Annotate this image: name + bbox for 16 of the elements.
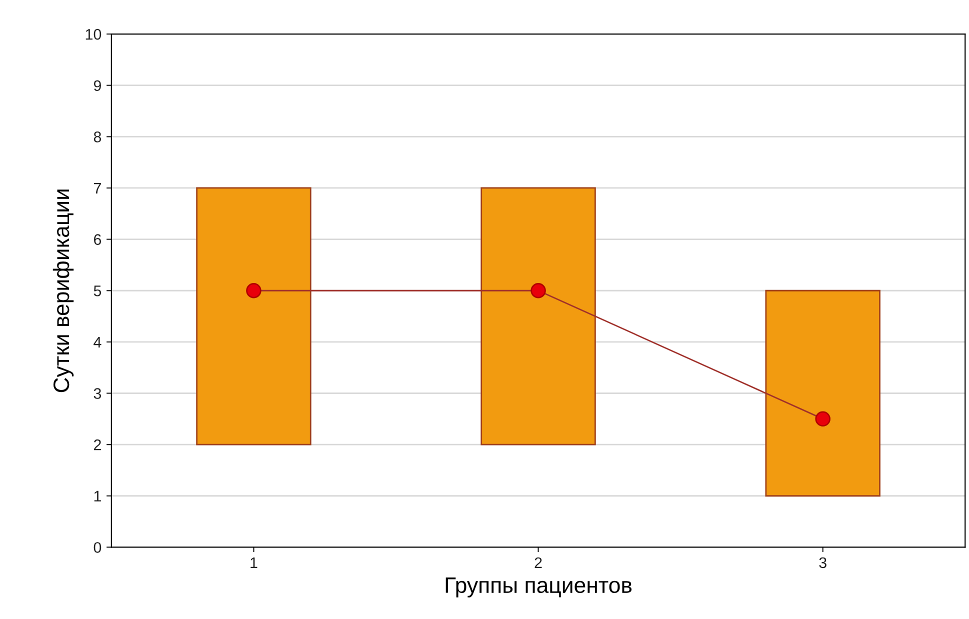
y-tick-label: 9 (94, 80, 101, 92)
y-tick-label: 2 (94, 439, 101, 450)
y-tick-label: 8 (94, 132, 102, 142)
x-tick-label: 1 (250, 557, 258, 568)
x-tick-label: 3 (819, 557, 826, 568)
y-tick-label: 1 (94, 490, 101, 502)
y-axis-title: Сутки верификации (52, 190, 74, 392)
y-tick-label: 10 (86, 28, 102, 40)
y-tick-label: 0 (94, 542, 102, 553)
x-axis-title: Группы пациентов (446, 578, 632, 598)
y-tick-label: 5 (94, 286, 102, 296)
y-tick-label: 7 (94, 183, 101, 194)
y-tick-label: 4 (94, 336, 102, 348)
y-tick-label: 6 (94, 234, 102, 245)
y-tick-label: 3 (94, 388, 102, 399)
x-tick-label: 2 (534, 557, 542, 568)
